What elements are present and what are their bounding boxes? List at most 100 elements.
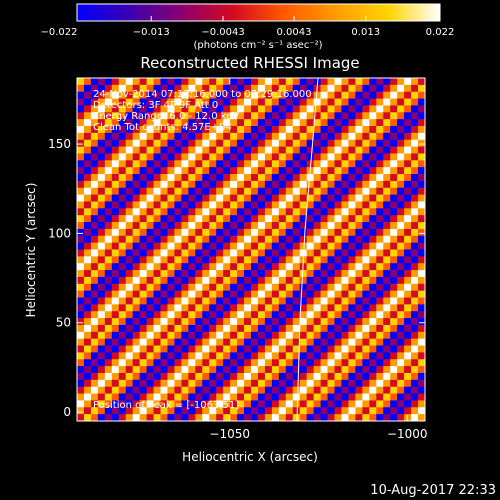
heatmap-cell: [264, 222, 273, 230]
heatmap-cell: [292, 235, 301, 244]
heatmap-cell: [244, 386, 252, 394]
heatmap-cell: [223, 249, 231, 257]
heatmap-cell: [188, 222, 196, 230]
heatmap-cell: [139, 222, 147, 230]
heatmap-cell: [341, 194, 349, 202]
heatmap-cell: [251, 187, 259, 196]
heatmap-cell: [320, 311, 328, 319]
heatmap-cell: [264, 400, 273, 408]
heatmap-cell: [320, 84, 328, 93]
heatmap-cell: [299, 215, 308, 223]
heatmap-cell: [209, 228, 217, 237]
heatmap-cell: [202, 359, 210, 367]
heatmap-cell: [132, 139, 141, 147]
heatmap-cell: [181, 386, 189, 394]
heatmap-cell: [104, 249, 113, 257]
heatmap-cell: [264, 112, 273, 120]
heatmap-cell: [237, 228, 245, 237]
heatmap-cell: [188, 414, 196, 421]
heatmap-cell: [118, 132, 127, 141]
heatmap-cell: [355, 331, 363, 340]
heatmap-cell: [181, 379, 189, 388]
heatmap-cell: [292, 359, 301, 367]
heatmap-cell: [237, 359, 245, 367]
heatmap-cell: [230, 215, 238, 223]
heatmap-cell: [181, 270, 189, 278]
heatmap-cell: [404, 372, 412, 381]
heatmap-cell: [383, 91, 391, 99]
heatmap-cell: [146, 78, 154, 86]
heatmap-cell: [83, 338, 92, 346]
heatmap-cell: [104, 222, 113, 230]
heatmap-cell: [264, 283, 273, 292]
heatmap-cell: [397, 132, 405, 141]
heatmap-cell: [355, 414, 363, 421]
heatmap-cell: [181, 235, 189, 244]
heatmap-cell: [223, 242, 231, 250]
heatmap-cell: [369, 407, 377, 415]
heatmap-cell: [237, 263, 245, 271]
heatmap-cell: [362, 256, 370, 264]
heatmap-cell: [418, 366, 425, 374]
heatmap-cell: [160, 194, 168, 202]
heatmap-cell: [348, 194, 356, 202]
heatmap-cell: [97, 139, 106, 147]
heatmap-cell: [125, 180, 134, 189]
heatmap-cell: [216, 263, 224, 271]
heatmap-cell: [153, 270, 161, 278]
heatmap-cell: [411, 180, 419, 189]
heatmap-cell: [146, 208, 154, 216]
heatmap-cell: [83, 153, 92, 161]
heatmap-cell: [348, 91, 356, 99]
heatmap-cell: [244, 331, 252, 340]
annotation-total-counts: Clean Tot counts: 4.57E+04: [93, 122, 232, 133]
heatmap-cell: [216, 105, 224, 113]
heatmap-cell: [125, 228, 134, 237]
heatmap-cell: [195, 194, 203, 202]
heatmap-cell: [292, 91, 301, 99]
heatmap-cell: [132, 352, 141, 360]
heatmap-cell: [153, 324, 161, 333]
heatmap-cell: [97, 132, 106, 141]
heatmap-cell: [313, 352, 321, 360]
heatmap-cell: [404, 215, 412, 223]
heatmap-cell: [411, 139, 419, 147]
heatmap-cell: [167, 256, 175, 264]
heatmap-cell: [77, 249, 85, 257]
heatmap-cell: [264, 256, 273, 264]
heatmap-cell: [334, 400, 342, 408]
heatmap-cell: [320, 139, 328, 147]
heatmap-cell: [188, 311, 196, 319]
heatmap-cell: [160, 283, 168, 292]
heatmap-cell: [397, 139, 405, 147]
heatmap-cell: [90, 311, 99, 319]
heatmap-cell: [313, 372, 321, 381]
heatmap-cell: [285, 290, 294, 298]
heatmap-cell: [369, 270, 377, 278]
heatmap-cell: [418, 331, 425, 340]
heatmap-cell: [118, 119, 127, 127]
heatmap-cell: [411, 290, 419, 298]
heatmap-cell: [306, 201, 315, 209]
heatmap-cell: [306, 228, 315, 237]
heatmap-cell: [251, 98, 259, 106]
heatmap-cell: [111, 194, 120, 202]
heatmap-cell: [125, 126, 134, 134]
heatmap-cell: [271, 208, 280, 216]
heatmap-cell: [411, 263, 419, 271]
heatmap-cell: [306, 139, 315, 147]
heatmap-cell: [104, 132, 113, 141]
heatmap-cell: [376, 187, 384, 196]
heatmap-cell: [104, 414, 113, 421]
heatmap-cell: [244, 78, 252, 86]
x-axis: −1050 −1000: [209, 78, 428, 441]
heatmap-cell: [264, 393, 273, 401]
heatmap-cell: [320, 386, 328, 394]
heatmap-cell: [139, 187, 147, 196]
heatmap-cell: [404, 414, 412, 421]
heatmap-cell: [111, 270, 120, 278]
heatmap-cell: [153, 338, 161, 346]
heatmap-cell: [111, 167, 120, 175]
heatmap-cell: [327, 78, 335, 86]
heatmap-cell: [139, 78, 147, 86]
